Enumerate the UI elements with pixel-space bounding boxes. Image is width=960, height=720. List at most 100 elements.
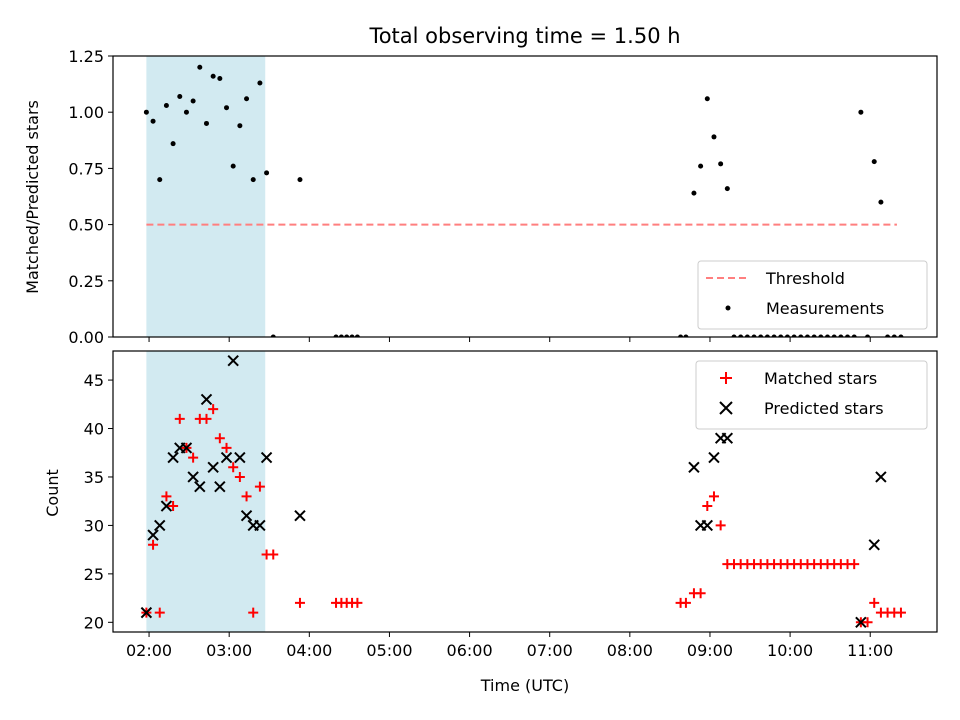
bottom-point-1-25 — [721, 432, 734, 444]
bottom-x-tick-label-0: 02:00 — [126, 641, 172, 660]
top-legend: Threshold Measurements — [697, 260, 928, 330]
top-observing-window — [146, 56, 266, 337]
bottom-point-0-13 — [228, 462, 239, 473]
top-point-0-24 — [349, 334, 355, 337]
top-point-0-7 — [190, 98, 196, 104]
top-point-0-17 — [257, 80, 263, 86]
bottom-point-0-19 — [268, 549, 279, 560]
bottom-point-1-14 — [234, 451, 246, 464]
bottom-x-tick-label-4: 06:00 — [447, 641, 493, 660]
top-point-0-9 — [203, 120, 209, 126]
top-point-0-47 — [818, 334, 824, 337]
top-y-tick-label-5: 1.25 — [68, 47, 104, 66]
bottom-x-tick-label-6: 08:00 — [607, 641, 653, 660]
bottom-point-0-52 — [849, 559, 860, 570]
bottom-point-1-18 — [260, 451, 273, 464]
bottom-x-tick-label-2: 04:00 — [286, 641, 332, 660]
bottom-point-1-8 — [194, 480, 206, 493]
bottom-point-0-29 — [695, 588, 706, 599]
bottom-legend-label-0: Matched stars — [764, 369, 877, 388]
bottom-x-tick-label-3: 05:00 — [366, 641, 412, 660]
bottom-point-1-4 — [167, 451, 179, 464]
bottom-point-1-2 — [154, 519, 166, 532]
top-point-0-21 — [333, 334, 339, 337]
bottom-point-1-19 — [294, 510, 306, 522]
top-y-axis-label: Matched/Predicted stars — [23, 100, 42, 294]
top-point-0-20 — [297, 177, 303, 183]
top-point-0-53 — [858, 109, 864, 115]
top-point-0-28 — [691, 190, 697, 196]
top-y-tick-label-4: 1.00 — [68, 103, 104, 122]
bottom-point-0-14 — [234, 471, 245, 482]
bottom-point-0-59 — [895, 607, 906, 618]
top-legend-label-0: Threshold — [765, 269, 845, 288]
top-point-0-29 — [698, 163, 704, 169]
bottom-point-1-27 — [868, 539, 880, 551]
top-point-0-39 — [764, 334, 770, 337]
top-point-0-25 — [354, 334, 360, 337]
top-point-0-35 — [738, 334, 744, 337]
top-point-0-27 — [683, 334, 689, 337]
top-point-0-18 — [264, 170, 270, 176]
top-point-0-45 — [804, 334, 810, 337]
top-y-tick-label-1: 0.25 — [68, 272, 104, 291]
top-legend-label-1: Measurements — [766, 299, 884, 318]
bottom-series-0 — [141, 404, 906, 628]
top-point-0-10 — [210, 73, 216, 79]
bottom-point-1-10 — [207, 461, 219, 473]
top-y-tick-label-2: 0.50 — [68, 216, 104, 235]
bottom-point-1-22 — [701, 519, 714, 532]
top-point-0-44 — [798, 334, 804, 337]
bottom-point-0-5 — [174, 413, 185, 424]
bottom-point-1-9 — [200, 393, 213, 406]
x-axis-label: Time (UTC) — [480, 676, 569, 695]
bottom-point-0-32 — [715, 520, 726, 531]
top-point-0-0 — [143, 109, 149, 115]
top-series-0 — [143, 64, 904, 337]
bottom-point-0-16 — [248, 607, 259, 618]
bottom-point-1-26 — [855, 616, 867, 629]
top-point-0-46 — [811, 334, 817, 337]
top-point-0-48 — [824, 334, 830, 337]
top-point-0-14 — [237, 123, 243, 129]
top-panel: 0.00 0.25 0.50 0.75 1.00 1.25 Threshold Measure… — [68, 47, 938, 347]
bottom-point-0-7 — [188, 452, 199, 463]
top-point-0-3 — [163, 102, 169, 108]
bottom-y-tick-label-5: 45 — [84, 371, 104, 390]
bottom-panel: 20 25 30 35 40 45 02:00 03:00 04:00 05:00 06:00 07:… — [84, 350, 938, 660]
top-legend-marker-1 — [725, 305, 731, 311]
bottom-point-0-10 — [208, 404, 219, 415]
bottom-point-1-6 — [180, 442, 193, 454]
top-point-0-32 — [718, 161, 724, 167]
top-point-0-33 — [724, 186, 730, 192]
top-point-0-36 — [744, 334, 750, 337]
top-legend-box — [697, 260, 928, 330]
bottom-point-1-12 — [220, 451, 233, 464]
bottom-series-1 — [140, 354, 887, 629]
chart-title: Total observing time = 1.50 h — [368, 24, 680, 48]
top-point-0-16 — [250, 177, 256, 183]
bottom-point-1-3 — [160, 500, 173, 512]
bottom-y-tick-label-2: 30 — [84, 516, 104, 535]
top-point-0-42 — [784, 334, 790, 337]
top-y-tick-label-0: 0.00 — [68, 328, 104, 347]
top-point-0-26 — [678, 334, 684, 337]
bottom-x-tick-label-9: 11:00 — [847, 641, 893, 660]
top-point-0-2 — [157, 177, 163, 183]
bottom-point-0-31 — [708, 491, 719, 502]
top-point-0-15 — [244, 96, 250, 102]
top-point-0-11 — [217, 75, 223, 81]
top-axes-frame — [112, 55, 938, 338]
top-point-0-57 — [885, 334, 891, 337]
bottom-point-1-13 — [227, 354, 239, 367]
bottom-point-1-11 — [214, 480, 226, 493]
top-point-0-38 — [758, 334, 764, 337]
bottom-y-tick-label-4: 40 — [84, 420, 104, 439]
top-point-0-23 — [344, 334, 350, 337]
bottom-y-axis-label: Count — [43, 469, 62, 517]
top-y-tick-label-3: 0.75 — [68, 159, 104, 178]
bottom-point-0-55 — [869, 597, 880, 608]
bottom-point-1-23 — [708, 451, 720, 464]
top-point-0-49 — [831, 334, 837, 337]
